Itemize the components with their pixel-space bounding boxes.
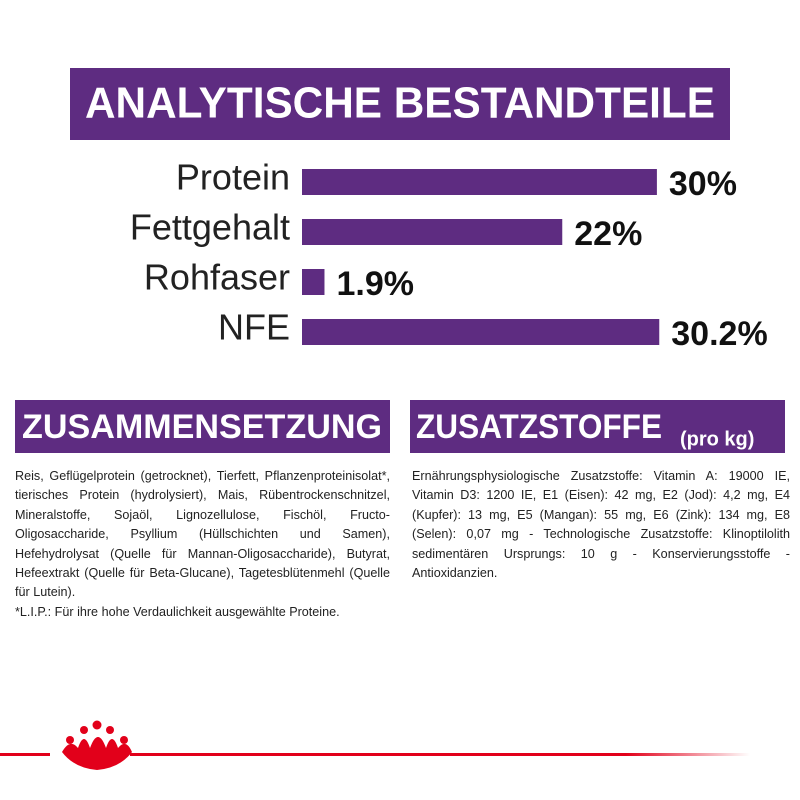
composition-footnote: *L.I.P.: Für ihre hohe Verdaulichkeit au… <box>15 604 340 619</box>
bar <box>302 269 325 295</box>
value-label: 22% <box>574 215 642 253</box>
additives-unit: (pro kg) <box>680 428 754 450</box>
additives-title: ZUSATZSTOFFE <box>416 408 662 446</box>
composition-text: Reis, Geflügelprotein (getrocknet), Tier… <box>15 467 390 622</box>
additives-band <box>410 400 785 453</box>
rule-left <box>0 753 50 756</box>
bar <box>302 319 660 345</box>
composition-paragraph: Reis, Geflügelprotein (getrocknet), Tier… <box>15 469 390 600</box>
header-title: ANALYTISCHE BESTANDTEILE <box>85 79 715 128</box>
category-label: Protein <box>176 157 290 198</box>
value-label: 30% <box>669 165 737 203</box>
bar <box>302 219 563 245</box>
rule-right <box>130 753 750 756</box>
additives-text: Ernährungsphysiologische Zusatzstoffe: V… <box>412 469 790 581</box>
category-label: Rohfaser <box>144 257 290 298</box>
category-label: Fettgehalt <box>130 207 290 248</box>
composition-band <box>15 400 390 453</box>
header-band <box>70 68 730 140</box>
composition-title: ZUSAMMENSETZUNG <box>22 408 382 446</box>
category-label: NFE <box>218 307 290 348</box>
bar <box>302 169 657 195</box>
value-label: 1.9% <box>336 265 414 303</box>
crown-logo <box>62 720 132 770</box>
value-label: 30.2% <box>671 315 767 353</box>
